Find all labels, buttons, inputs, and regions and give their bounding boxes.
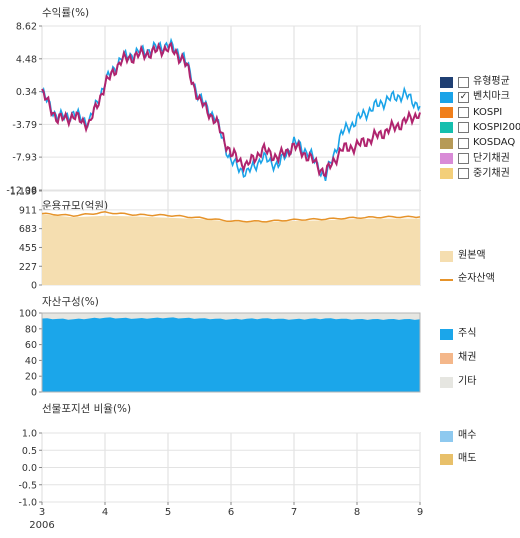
ytick-label-2-1: 80 bbox=[25, 324, 37, 335]
ytick-label-1-2: 683 bbox=[19, 224, 37, 235]
legend-swatch bbox=[440, 376, 453, 388]
legend-label: KOSDAQ bbox=[473, 137, 516, 149]
ytick-label-0-4: -7.93 bbox=[12, 153, 37, 164]
legend-item-채권: 채권 bbox=[440, 352, 476, 364]
xtick-label-1: 4 bbox=[102, 507, 108, 518]
legend-item-유형평균[interactable]: 유형평균 bbox=[440, 76, 510, 88]
legend-swatch bbox=[440, 107, 453, 119]
ytick-label-0-3: -3.79 bbox=[12, 120, 37, 131]
legend-label: 중기채권 bbox=[473, 167, 510, 179]
legend-swatch bbox=[440, 153, 453, 164]
legend-swatch bbox=[440, 352, 453, 364]
ytick-label-1-4: 227 bbox=[19, 262, 37, 273]
xtick-label-4: 7 bbox=[291, 507, 297, 518]
ytick-label-0-1: 4.48 bbox=[16, 54, 37, 65]
ytick-label-1-0: 1,139 bbox=[10, 187, 37, 198]
ytick-label-2-5: 0 bbox=[31, 388, 37, 399]
ytick-label-2-2: 60 bbox=[25, 340, 37, 351]
legend-label: 벤치마크 bbox=[473, 91, 510, 103]
legend-label: 채권 bbox=[458, 352, 477, 363]
ytick-label-2-3: 40 bbox=[25, 356, 37, 367]
legend-label: 단기채권 bbox=[473, 152, 510, 164]
legend-item-원본액: 원본액 bbox=[440, 250, 486, 262]
ytick-label-3-2: 0.0 bbox=[22, 463, 37, 474]
legend-checkbox[interactable] bbox=[458, 122, 469, 134]
size-area-original bbox=[42, 214, 420, 285]
legend-item-벤치마크[interactable]: ✓ 벤치마크 bbox=[440, 91, 510, 103]
x-year-label: 2006 bbox=[29, 520, 54, 531]
legend-label: 주식 bbox=[458, 328, 477, 339]
ytick-label-1-1: 911 bbox=[19, 205, 37, 216]
legend-checkbox[interactable] bbox=[458, 168, 469, 180]
legend-item-중기채권[interactable]: 중기채권 bbox=[440, 168, 510, 180]
legend-swatch bbox=[440, 91, 453, 103]
legend-item-KOSPI200[interactable]: KOSPI200 bbox=[440, 122, 520, 134]
legend-swatch bbox=[440, 274, 453, 285]
assets-area-stock bbox=[42, 317, 420, 392]
legend-swatch bbox=[440, 76, 453, 88]
legend-checkbox[interactable]: ✓ bbox=[458, 91, 469, 103]
legend-label: 순자산액 bbox=[458, 273, 495, 284]
ytick-label-3-4: -1.0 bbox=[18, 498, 37, 509]
legend-item-KOSPI[interactable]: KOSPI bbox=[440, 107, 502, 119]
legend-label: 기타 bbox=[458, 376, 477, 387]
legend-item-KOSDAQ[interactable]: KOSDAQ bbox=[440, 137, 515, 149]
ytick-label-1-3: 455 bbox=[19, 243, 37, 254]
xtick-label-6: 9 bbox=[417, 507, 423, 518]
futures-title: 선물포지션 비율(%) bbox=[42, 403, 131, 415]
legend-item-기타: 기타 bbox=[440, 376, 476, 388]
xtick-label-0: 3 bbox=[39, 507, 45, 518]
legend-checkbox[interactable] bbox=[458, 137, 469, 149]
xtick-label-5: 8 bbox=[354, 507, 360, 518]
legend-swatch bbox=[440, 122, 453, 134]
legend-swatch bbox=[440, 430, 453, 442]
ytick-label-3-0: 1.0 bbox=[22, 429, 37, 440]
legend-label: 매도 bbox=[458, 453, 477, 464]
legend-item-주식: 주식 bbox=[440, 328, 476, 340]
size-title: 운용규모(억원) bbox=[42, 200, 108, 212]
legend-item-단기채권[interactable]: 단기채권 bbox=[440, 153, 510, 165]
legend-swatch bbox=[440, 328, 453, 340]
ytick-label-3-3: -0.5 bbox=[18, 480, 37, 491]
legend-label: 유형평균 bbox=[473, 76, 510, 87]
ytick-label-0-5: -12.08 bbox=[6, 186, 37, 197]
returns-title: 수익률(%) bbox=[42, 7, 89, 19]
size-line-net bbox=[41, 211, 421, 223]
ytick-label-0-2: 0.34 bbox=[16, 87, 37, 98]
legend-checkbox[interactable] bbox=[458, 107, 469, 119]
legend-label: 매수 bbox=[458, 430, 477, 441]
returns-series-1 bbox=[41, 41, 421, 178]
xtick-label-3: 6 bbox=[228, 507, 234, 518]
legend-swatch bbox=[440, 137, 453, 149]
legend-item-매도: 매도 bbox=[440, 453, 476, 465]
ytick-label-1-5: 0 bbox=[31, 281, 37, 292]
assets-title: 자산구성(%) bbox=[42, 296, 99, 308]
legend-label: KOSPI bbox=[473, 106, 503, 118]
legend-label: 원본액 bbox=[458, 250, 486, 261]
legend-item-순자산액: 순자산액 bbox=[440, 273, 495, 285]
legend-label: KOSPI200 bbox=[473, 121, 520, 133]
legend-checkbox[interactable] bbox=[458, 76, 469, 88]
ytick-label-2-4: 20 bbox=[25, 372, 37, 383]
legend-swatch bbox=[440, 168, 453, 180]
legend-checkbox[interactable] bbox=[458, 153, 469, 164]
legend-item-매수: 매수 bbox=[440, 430, 476, 442]
ytick-label-0-0: 8.62 bbox=[16, 22, 37, 33]
xtick-label-2: 5 bbox=[165, 507, 171, 518]
plot-frame-2-outline bbox=[41, 312, 421, 393]
ytick-label-3-1: 0.5 bbox=[22, 446, 37, 457]
legend-swatch bbox=[440, 453, 453, 465]
ytick-label-2-0: 100 bbox=[19, 309, 37, 320]
legend-swatch bbox=[440, 250, 453, 262]
